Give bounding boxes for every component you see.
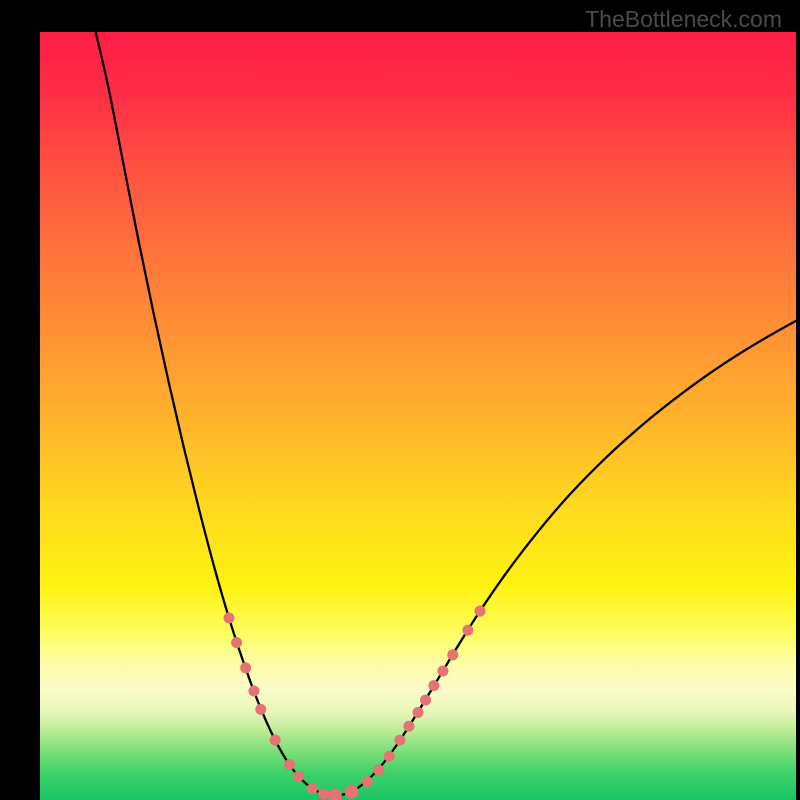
curve-marker xyxy=(249,686,259,696)
curve-marker xyxy=(232,638,242,648)
curve-marker xyxy=(429,681,439,691)
curve-marker xyxy=(345,785,358,798)
curve-marker xyxy=(463,625,473,635)
curve-marker xyxy=(395,735,405,745)
curve-marker xyxy=(413,707,423,717)
bottleneck-curve-chart xyxy=(40,32,796,800)
watermark-text: TheBottleneck.com xyxy=(585,6,782,33)
curve-marker xyxy=(319,789,329,799)
curve-marker xyxy=(307,783,317,793)
gradient-background xyxy=(40,32,796,800)
curve-marker xyxy=(421,695,431,705)
curve-marker xyxy=(256,704,266,714)
curve-marker xyxy=(224,613,234,623)
curve-marker xyxy=(448,650,458,660)
figure-container: TheBottleneck.com xyxy=(0,0,800,800)
curve-marker xyxy=(438,666,448,676)
curve-marker xyxy=(241,663,251,673)
curve-marker xyxy=(294,771,304,781)
curve-marker xyxy=(384,751,394,761)
curve-marker xyxy=(475,606,485,616)
curve-marker xyxy=(284,760,294,770)
curve-marker xyxy=(270,735,280,745)
curve-marker xyxy=(328,789,341,800)
curve-marker xyxy=(374,765,384,775)
curve-marker xyxy=(404,721,414,731)
curve-marker xyxy=(362,777,372,787)
plot-area xyxy=(40,32,796,800)
